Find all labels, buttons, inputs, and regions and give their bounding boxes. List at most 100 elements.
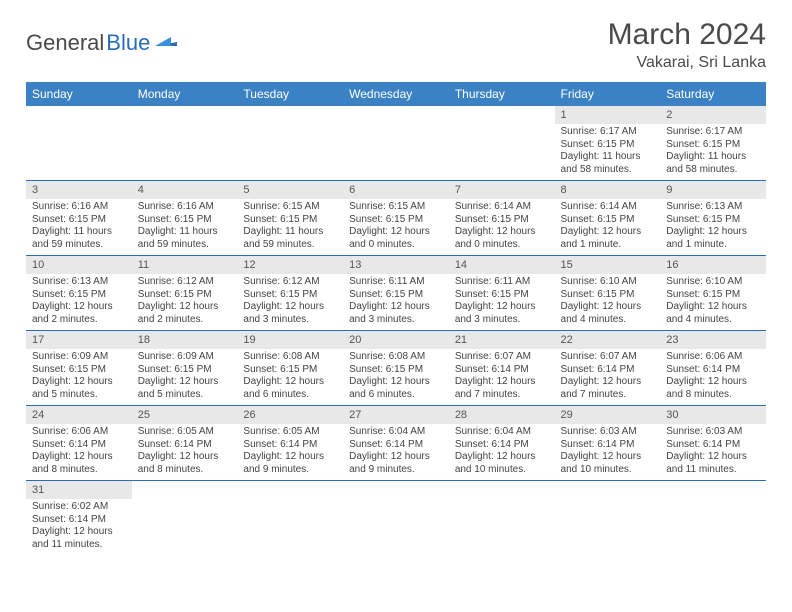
calendar-day-cell	[132, 106, 238, 181]
calendar-day-cell: 28Sunrise: 6:04 AMSunset: 6:14 PMDayligh…	[449, 406, 555, 481]
logo-text-general: General	[26, 30, 104, 56]
calendar-day-cell	[449, 481, 555, 556]
calendar-table: Sunday Monday Tuesday Wednesday Thursday…	[26, 82, 766, 555]
calendar-day-cell: 9Sunrise: 6:13 AMSunset: 6:15 PMDaylight…	[660, 181, 766, 256]
calendar-day-cell: 2Sunrise: 6:17 AMSunset: 6:15 PMDaylight…	[660, 106, 766, 181]
daylight-text: Daylight: 12 hours and 11 minutes.	[32, 526, 126, 551]
calendar-day-cell: 17Sunrise: 6:09 AMSunset: 6:15 PMDayligh…	[26, 331, 132, 406]
day-number: 13	[343, 256, 449, 274]
calendar-day-cell: 25Sunrise: 6:05 AMSunset: 6:14 PMDayligh…	[132, 406, 238, 481]
day-header: Sunday	[26, 82, 132, 106]
calendar-day-cell: 3Sunrise: 6:16 AMSunset: 6:15 PMDaylight…	[26, 181, 132, 256]
day-number	[237, 106, 343, 110]
sunrise-text: Sunrise: 6:08 AM	[243, 351, 337, 364]
calendar-day-cell: 13Sunrise: 6:11 AMSunset: 6:15 PMDayligh…	[343, 256, 449, 331]
daylight-text: Daylight: 12 hours and 9 minutes.	[349, 451, 443, 476]
calendar-day-cell: 23Sunrise: 6:06 AMSunset: 6:14 PMDayligh…	[660, 331, 766, 406]
day-content: Sunrise: 6:07 AMSunset: 6:14 PMDaylight:…	[449, 349, 555, 405]
daylight-text: Daylight: 11 hours and 58 minutes.	[666, 151, 760, 176]
sunrise-text: Sunrise: 6:17 AM	[666, 126, 760, 139]
day-number: 28	[449, 406, 555, 424]
day-content: Sunrise: 6:16 AMSunset: 6:15 PMDaylight:…	[26, 199, 132, 255]
daylight-text: Daylight: 11 hours and 59 minutes.	[243, 226, 337, 251]
sunset-text: Sunset: 6:14 PM	[32, 514, 126, 527]
day-number: 4	[132, 181, 238, 199]
calendar-day-cell: 14Sunrise: 6:11 AMSunset: 6:15 PMDayligh…	[449, 256, 555, 331]
sunset-text: Sunset: 6:14 PM	[455, 439, 549, 452]
day-content: Sunrise: 6:08 AMSunset: 6:15 PMDaylight:…	[237, 349, 343, 405]
location-label: Vakarai, Sri Lanka	[608, 54, 766, 72]
calendar-day-cell: 6Sunrise: 6:15 AMSunset: 6:15 PMDaylight…	[343, 181, 449, 256]
daylight-text: Daylight: 12 hours and 6 minutes.	[243, 376, 337, 401]
calendar-week-row: 24Sunrise: 6:06 AMSunset: 6:14 PMDayligh…	[26, 406, 766, 481]
day-content: Sunrise: 6:09 AMSunset: 6:15 PMDaylight:…	[132, 349, 238, 405]
sunset-text: Sunset: 6:14 PM	[561, 439, 655, 452]
daylight-text: Daylight: 12 hours and 9 minutes.	[243, 451, 337, 476]
daylight-text: Daylight: 12 hours and 5 minutes.	[138, 376, 232, 401]
day-content: Sunrise: 6:14 AMSunset: 6:15 PMDaylight:…	[449, 199, 555, 255]
sunrise-text: Sunrise: 6:13 AM	[32, 276, 126, 289]
day-number: 30	[660, 406, 766, 424]
calendar-day-cell: 29Sunrise: 6:03 AMSunset: 6:14 PMDayligh…	[555, 406, 661, 481]
calendar-day-cell	[660, 481, 766, 556]
sunrise-text: Sunrise: 6:03 AM	[561, 426, 655, 439]
sunset-text: Sunset: 6:14 PM	[666, 364, 760, 377]
sunrise-text: Sunrise: 6:16 AM	[32, 201, 126, 214]
daylight-text: Daylight: 12 hours and 0 minutes.	[455, 226, 549, 251]
calendar-day-cell	[449, 106, 555, 181]
day-content: Sunrise: 6:15 AMSunset: 6:15 PMDaylight:…	[343, 199, 449, 255]
sunrise-text: Sunrise: 6:04 AM	[455, 426, 549, 439]
sunrise-text: Sunrise: 6:14 AM	[455, 201, 549, 214]
day-number	[237, 481, 343, 485]
day-number: 17	[26, 331, 132, 349]
day-content: Sunrise: 6:11 AMSunset: 6:15 PMDaylight:…	[343, 274, 449, 330]
daylight-text: Daylight: 11 hours and 58 minutes.	[561, 151, 655, 176]
day-number: 10	[26, 256, 132, 274]
sunrise-text: Sunrise: 6:09 AM	[32, 351, 126, 364]
calendar-day-cell: 30Sunrise: 6:03 AMSunset: 6:14 PMDayligh…	[660, 406, 766, 481]
daylight-text: Daylight: 12 hours and 7 minutes.	[561, 376, 655, 401]
day-header: Wednesday	[343, 82, 449, 106]
sunset-text: Sunset: 6:15 PM	[561, 139, 655, 152]
calendar-week-row: 31Sunrise: 6:02 AMSunset: 6:14 PMDayligh…	[26, 481, 766, 556]
sunrise-text: Sunrise: 6:10 AM	[561, 276, 655, 289]
calendar-day-cell	[237, 481, 343, 556]
calendar-day-cell: 18Sunrise: 6:09 AMSunset: 6:15 PMDayligh…	[132, 331, 238, 406]
day-content: Sunrise: 6:17 AMSunset: 6:15 PMDaylight:…	[660, 124, 766, 180]
sunrise-text: Sunrise: 6:11 AM	[349, 276, 443, 289]
calendar-day-cell	[343, 106, 449, 181]
sunrise-text: Sunrise: 6:08 AM	[349, 351, 443, 364]
sunset-text: Sunset: 6:14 PM	[666, 439, 760, 452]
daylight-text: Daylight: 12 hours and 7 minutes.	[455, 376, 549, 401]
calendar-week-row: 10Sunrise: 6:13 AMSunset: 6:15 PMDayligh…	[26, 256, 766, 331]
daylight-text: Daylight: 12 hours and 8 minutes.	[138, 451, 232, 476]
day-content: Sunrise: 6:03 AMSunset: 6:14 PMDaylight:…	[660, 424, 766, 480]
calendar-day-cell: 10Sunrise: 6:13 AMSunset: 6:15 PMDayligh…	[26, 256, 132, 331]
day-header: Tuesday	[237, 82, 343, 106]
calendar-day-cell: 26Sunrise: 6:05 AMSunset: 6:14 PMDayligh…	[237, 406, 343, 481]
calendar-day-cell	[132, 481, 238, 556]
sunset-text: Sunset: 6:14 PM	[32, 439, 126, 452]
day-number	[343, 481, 449, 485]
calendar-day-cell: 12Sunrise: 6:12 AMSunset: 6:15 PMDayligh…	[237, 256, 343, 331]
sunrise-text: Sunrise: 6:06 AM	[32, 426, 126, 439]
page-header: General Blue March 2024 Vakarai, Sri Lan…	[26, 18, 766, 72]
calendar-week-row: 1Sunrise: 6:17 AMSunset: 6:15 PMDaylight…	[26, 106, 766, 181]
calendar-day-cell: 4Sunrise: 6:16 AMSunset: 6:15 PMDaylight…	[132, 181, 238, 256]
sunrise-text: Sunrise: 6:09 AM	[138, 351, 232, 364]
daylight-text: Daylight: 12 hours and 2 minutes.	[138, 301, 232, 326]
day-number	[132, 106, 238, 110]
sunset-text: Sunset: 6:15 PM	[32, 289, 126, 302]
sunset-text: Sunset: 6:15 PM	[561, 289, 655, 302]
day-number: 16	[660, 256, 766, 274]
day-content: Sunrise: 6:10 AMSunset: 6:15 PMDaylight:…	[555, 274, 661, 330]
sunrise-text: Sunrise: 6:03 AM	[666, 426, 760, 439]
day-number	[660, 481, 766, 485]
sunset-text: Sunset: 6:15 PM	[455, 214, 549, 227]
daylight-text: Daylight: 12 hours and 0 minutes.	[349, 226, 443, 251]
daylight-text: Daylight: 12 hours and 4 minutes.	[561, 301, 655, 326]
day-content: Sunrise: 6:16 AMSunset: 6:15 PMDaylight:…	[132, 199, 238, 255]
calendar-day-cell: 22Sunrise: 6:07 AMSunset: 6:14 PMDayligh…	[555, 331, 661, 406]
sunrise-text: Sunrise: 6:15 AM	[349, 201, 443, 214]
daylight-text: Daylight: 12 hours and 1 minute.	[666, 226, 760, 251]
